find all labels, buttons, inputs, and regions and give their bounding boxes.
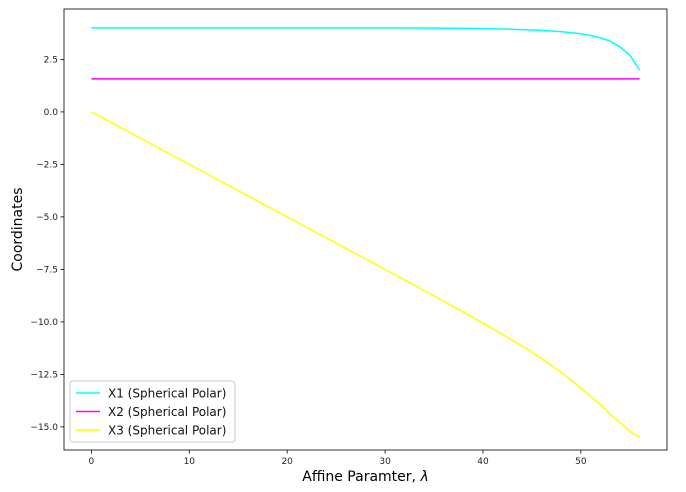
y-tick-label: −12.5 [30,370,58,380]
y-tick-label: 2.5 [44,55,58,65]
x-tick-label: 20 [281,457,293,467]
y-tick-label: −2.5 [36,160,58,170]
x-tick-label: 0 [89,457,95,467]
y-tick-label: −5.0 [36,213,58,223]
y-tick-label: 0.0 [44,108,59,118]
ticks-layer: 0 10 20 30 40 50 2.5 0.0 −2.5 −5.0 −7.5 −10.0 −12.5 −… [30,55,586,467]
x-tick-label: 30 [379,457,391,467]
y-tick-label: −7.5 [36,265,58,275]
plot-frame [63,8,668,451]
x-tick-label: 50 [575,457,587,467]
y-axis-label: Coordinates [10,187,26,271]
series-line-x1 [91,27,641,71]
legend-label: X1 (Spherical Polar) [108,387,226,401]
x-axis-label-symbol: λ [419,469,428,485]
x-tick-label: 40 [477,457,489,467]
x-tick-label: 10 [184,457,196,467]
legend: X1 (Spherical Polar) X2 (Spherical Polar)… [69,380,236,443]
legend-label: X2 (Spherical Polar) [108,405,226,419]
x-axis-label-text: Affine Paramter, [302,469,420,485]
series-line-x3 [91,111,640,439]
x-axis-label: Affine Paramter, λ [302,469,428,485]
legend-label: X3 (Spherical Polar) [108,424,226,438]
y-tick-label: −15.0 [30,423,58,433]
y-tick-label: −10.0 [30,318,58,328]
legend-box [69,380,236,443]
series-layer [91,27,641,439]
